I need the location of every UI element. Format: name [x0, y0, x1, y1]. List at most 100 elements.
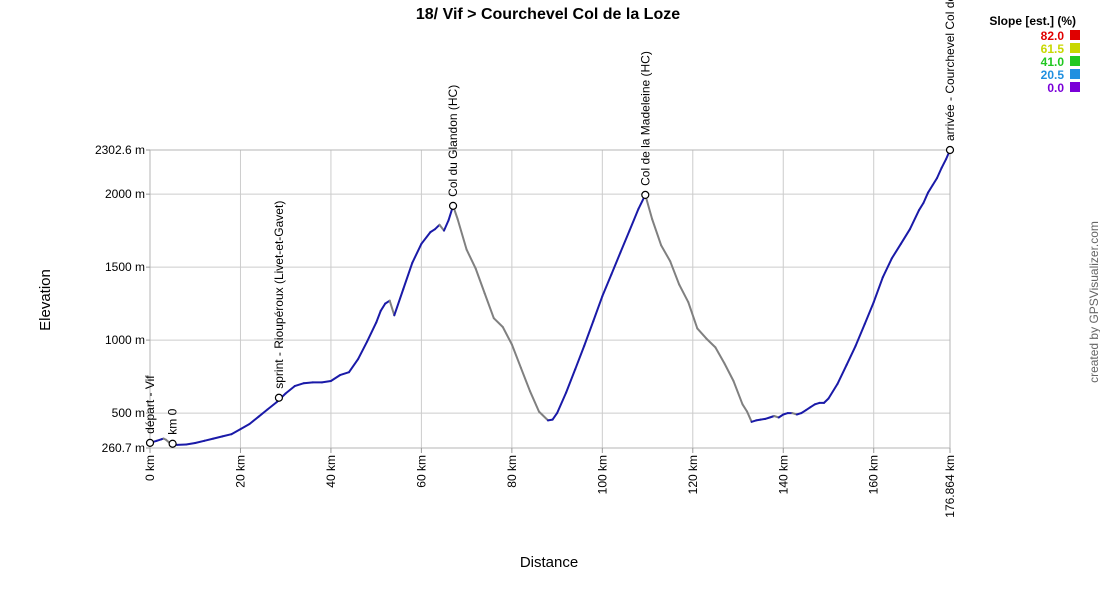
legend-swatch [1070, 69, 1080, 79]
elevation-segment [881, 257, 893, 279]
elevation-segment [538, 410, 549, 422]
elevation-segment [357, 340, 369, 361]
elevation-segment [411, 242, 423, 264]
elevation-segment [823, 397, 830, 404]
x-tick-label: 80 km [505, 455, 519, 488]
elevation-segment [510, 343, 522, 369]
elevation-segment [266, 401, 278, 411]
elevation-segment [628, 207, 640, 232]
y-tick-label: 2302.6 m [95, 143, 145, 157]
elevation-segment [705, 337, 717, 349]
y-tick-label: 1000 m [105, 333, 145, 347]
elevation-segment [863, 301, 875, 326]
x-tick-label: 0 km [143, 455, 157, 481]
elevation-segment [402, 261, 414, 290]
x-tick-label: 120 km [686, 455, 700, 494]
legend-swatch [1070, 43, 1080, 53]
elevation-segment [438, 223, 445, 232]
elevation-segment [420, 231, 432, 245]
elevation-segment [320, 380, 332, 384]
elevation-segment [899, 228, 911, 245]
elevation-segment [239, 423, 251, 431]
legend-title: Slope [est.] (%) [989, 14, 1076, 28]
chart-title: 18/ Vif > Courchevel Col de la Loze [416, 6, 680, 23]
legend-entries: 82.061.541.020.50.0 [1041, 29, 1080, 95]
elevation-segment [529, 390, 540, 413]
waypoint-marker [945, 145, 955, 155]
elevation-segment [284, 385, 296, 395]
legend-entry-label: 0.0 [1047, 81, 1064, 95]
credit-text: created by GPSVisualizer.com [1087, 221, 1100, 383]
x-axis-title: Distance [520, 554, 578, 571]
elevation-segment [474, 267, 486, 295]
elevation-segment [931, 177, 938, 187]
waypoint-label: Col du Glandon (HC) [446, 85, 460, 197]
elevation-segment [619, 229, 631, 254]
elevation-segment [556, 391, 568, 415]
elevation-segment [644, 193, 654, 220]
waypoint-marker [168, 439, 177, 448]
elevation-series [149, 149, 951, 446]
elevation-segment [348, 358, 360, 374]
legend-swatch [1070, 30, 1080, 40]
x-tick-label: 160 km [867, 455, 881, 494]
legend-entry-label: 61.5 [1041, 42, 1065, 56]
x-tick-label: 60 km [414, 455, 428, 488]
elevation-segment [732, 380, 744, 406]
elevation-segment [565, 368, 577, 394]
elevation-segment [927, 184, 934, 194]
elevation-segment [669, 260, 681, 286]
legend-swatch [1070, 56, 1080, 66]
waypoint-label: départ - Vif [143, 375, 157, 434]
legend-entry-label: 82.0 [1041, 29, 1065, 43]
elevation-segment [696, 327, 708, 340]
elevation-segment [746, 410, 753, 423]
x-tick-label: 20 km [233, 455, 247, 488]
elevation-segment [483, 292, 495, 320]
elevation-segment [443, 219, 450, 232]
elevation-segment [936, 166, 943, 180]
elevation-segment [456, 218, 468, 251]
y-tick-label: 260.7 m [102, 441, 145, 455]
waypoint-marker [274, 393, 284, 402]
elevation-segment [574, 344, 586, 371]
elevation-segment [827, 382, 839, 400]
legend-swatch [1070, 82, 1080, 92]
elevation-segment [379, 302, 387, 312]
elevation-segment [375, 309, 382, 324]
elevation-segment [940, 158, 948, 169]
legend-entry-label: 41.0 [1041, 55, 1065, 69]
elevation-segment [465, 248, 477, 270]
y-tick-label: 2000 m [105, 187, 145, 201]
waypoint-label: sprint - Rioupéroux (Livet-et-Gavet) [272, 201, 286, 389]
elevation-segment [854, 323, 866, 347]
x-tick-label: 100 km [595, 455, 609, 494]
y-tick-label: 500 m [112, 406, 145, 420]
elevation-segment [845, 344, 857, 366]
elevation-segment [230, 428, 242, 436]
elevation-segment [651, 218, 663, 247]
elevation-segment [221, 433, 233, 438]
elevation-segment [293, 382, 305, 388]
elevation-segment [922, 191, 929, 204]
elevation-segment [212, 435, 224, 440]
elevation-segment [583, 320, 595, 347]
elevation-segment [714, 346, 726, 365]
x-tick-label: 40 km [324, 455, 338, 488]
waypoints: départ - Vif km 0 sprint - Rioupéroux (Liv… [143, 0, 957, 448]
elevation-segment [872, 276, 884, 304]
waypoint-label: km 0 [166, 408, 180, 434]
waypoint-marker [145, 438, 155, 447]
elevation-segment [610, 251, 622, 276]
waypoint-marker [641, 190, 650, 199]
elevation-segment [339, 371, 350, 377]
y-axis-title: Elevation [37, 269, 54, 331]
y-axis-ticks: 260.7 m 500 m 1000 m 1500 m 2000 m 2302.6 m [95, 143, 150, 455]
elevation-segment [185, 442, 197, 446]
x-tick-label: 176.864 km [943, 455, 957, 518]
elevation-segment [890, 242, 902, 260]
waypoint-label: Col de la Madeleine (HC) [638, 51, 652, 186]
slope-legend: Slope [est.] (%) 82.061.541.020.50.0 [989, 14, 1080, 95]
y-tick-label: 1500 m [105, 260, 145, 274]
